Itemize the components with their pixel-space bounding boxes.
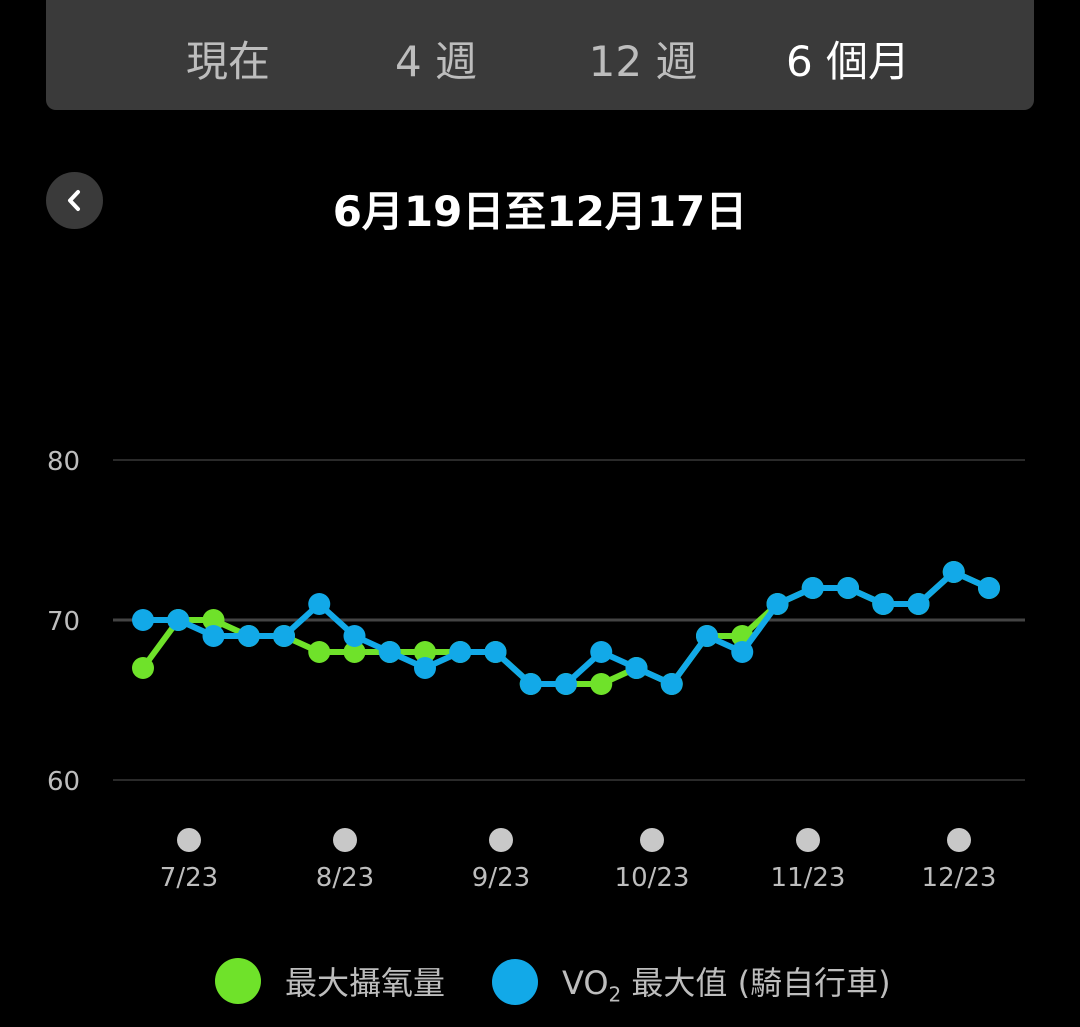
x-tick-marker — [489, 828, 513, 852]
legend-item-vo2max-cycling: VO2 最大值 (騎自行車) — [492, 958, 891, 1006]
tab-6-months[interactable]: 6 個月 — [785, 37, 911, 86]
x-tick-label: 12/23 — [922, 863, 997, 893]
x-tick-marker — [796, 828, 820, 852]
x-tick-marker — [177, 828, 201, 852]
data-point[interactable] — [590, 641, 613, 663]
x-tick-marker — [640, 828, 664, 852]
data-point[interactable] — [978, 577, 1000, 599]
data-point[interactable] — [343, 625, 366, 647]
x-tick-label: 7/23 — [160, 863, 218, 893]
series-line — [140, 568, 991, 688]
data-point[interactable] — [378, 641, 401, 663]
data-point[interactable] — [308, 593, 331, 615]
data-point[interactable] — [696, 625, 718, 647]
data-point[interactable] — [237, 625, 260, 647]
x-tick-label: 11/23 — [771, 863, 846, 893]
data-point[interactable] — [484, 641, 507, 663]
data-point[interactable] — [519, 673, 542, 695]
data-point[interactable] — [872, 593, 895, 615]
data-point[interactable] — [660, 673, 683, 695]
data-point[interactable] — [731, 641, 754, 663]
data-point[interactable] — [343, 641, 366, 663]
tab-4-weeks[interactable]: 4 週 — [394, 37, 478, 86]
data-point[interactable] — [766, 593, 789, 615]
data-point[interactable] — [837, 577, 859, 599]
series-1 — [132, 561, 1000, 695]
y-tick-label: 70 — [47, 607, 80, 637]
y-tick-label: 60 — [47, 767, 80, 797]
legend-label: VO2 最大值 (騎自行車) — [562, 964, 891, 1007]
data-point[interactable] — [625, 657, 648, 679]
tab-now[interactable]: 現在 — [185, 37, 271, 86]
data-point[interactable] — [202, 625, 225, 647]
legend-label: 最大攝氧量 — [285, 964, 446, 1002]
data-point[interactable] — [555, 673, 577, 695]
back-button[interactable] — [46, 172, 103, 229]
data-point[interactable] — [414, 657, 436, 679]
x-tick-marker — [333, 828, 357, 852]
data-point[interactable] — [132, 609, 154, 631]
x-tick-label: 10/23 — [615, 863, 690, 893]
data-point[interactable] — [308, 641, 331, 663]
series-line — [143, 568, 991, 688]
data-point[interactable] — [801, 577, 824, 599]
x-tick-marker — [947, 828, 971, 852]
chevron-left-icon — [68, 190, 80, 211]
legend-blue-dot — [492, 959, 538, 1006]
data-point[interactable] — [590, 673, 613, 695]
legend-green-dot — [215, 958, 261, 1004]
data-point[interactable] — [167, 609, 190, 631]
tab-12-weeks[interactable]: 12 週 — [588, 37, 698, 86]
data-point[interactable] — [449, 641, 472, 663]
data-point[interactable] — [942, 561, 965, 583]
y-tick-label: 80 — [47, 447, 80, 477]
data-point[interactable] — [414, 641, 436, 663]
data-point[interactable] — [273, 625, 295, 647]
x-tick-label: 9/23 — [472, 863, 530, 893]
data-point[interactable] — [202, 609, 225, 631]
data-point[interactable] — [132, 657, 154, 679]
data-point[interactable] — [907, 593, 930, 615]
x-tick-label: 8/23 — [316, 863, 374, 893]
vo2max-chart: 60 70 80 7/23 8/23 9/23 10/23 11/23 12/23 — [47, 447, 1025, 893]
period-tabs: 現在 4 週 12 週 6 個月 — [46, 0, 1034, 110]
date-range: 6月19日至12月17日 — [332, 187, 748, 236]
legend-item-vo2max: 最大攝氧量 — [215, 958, 445, 1004]
